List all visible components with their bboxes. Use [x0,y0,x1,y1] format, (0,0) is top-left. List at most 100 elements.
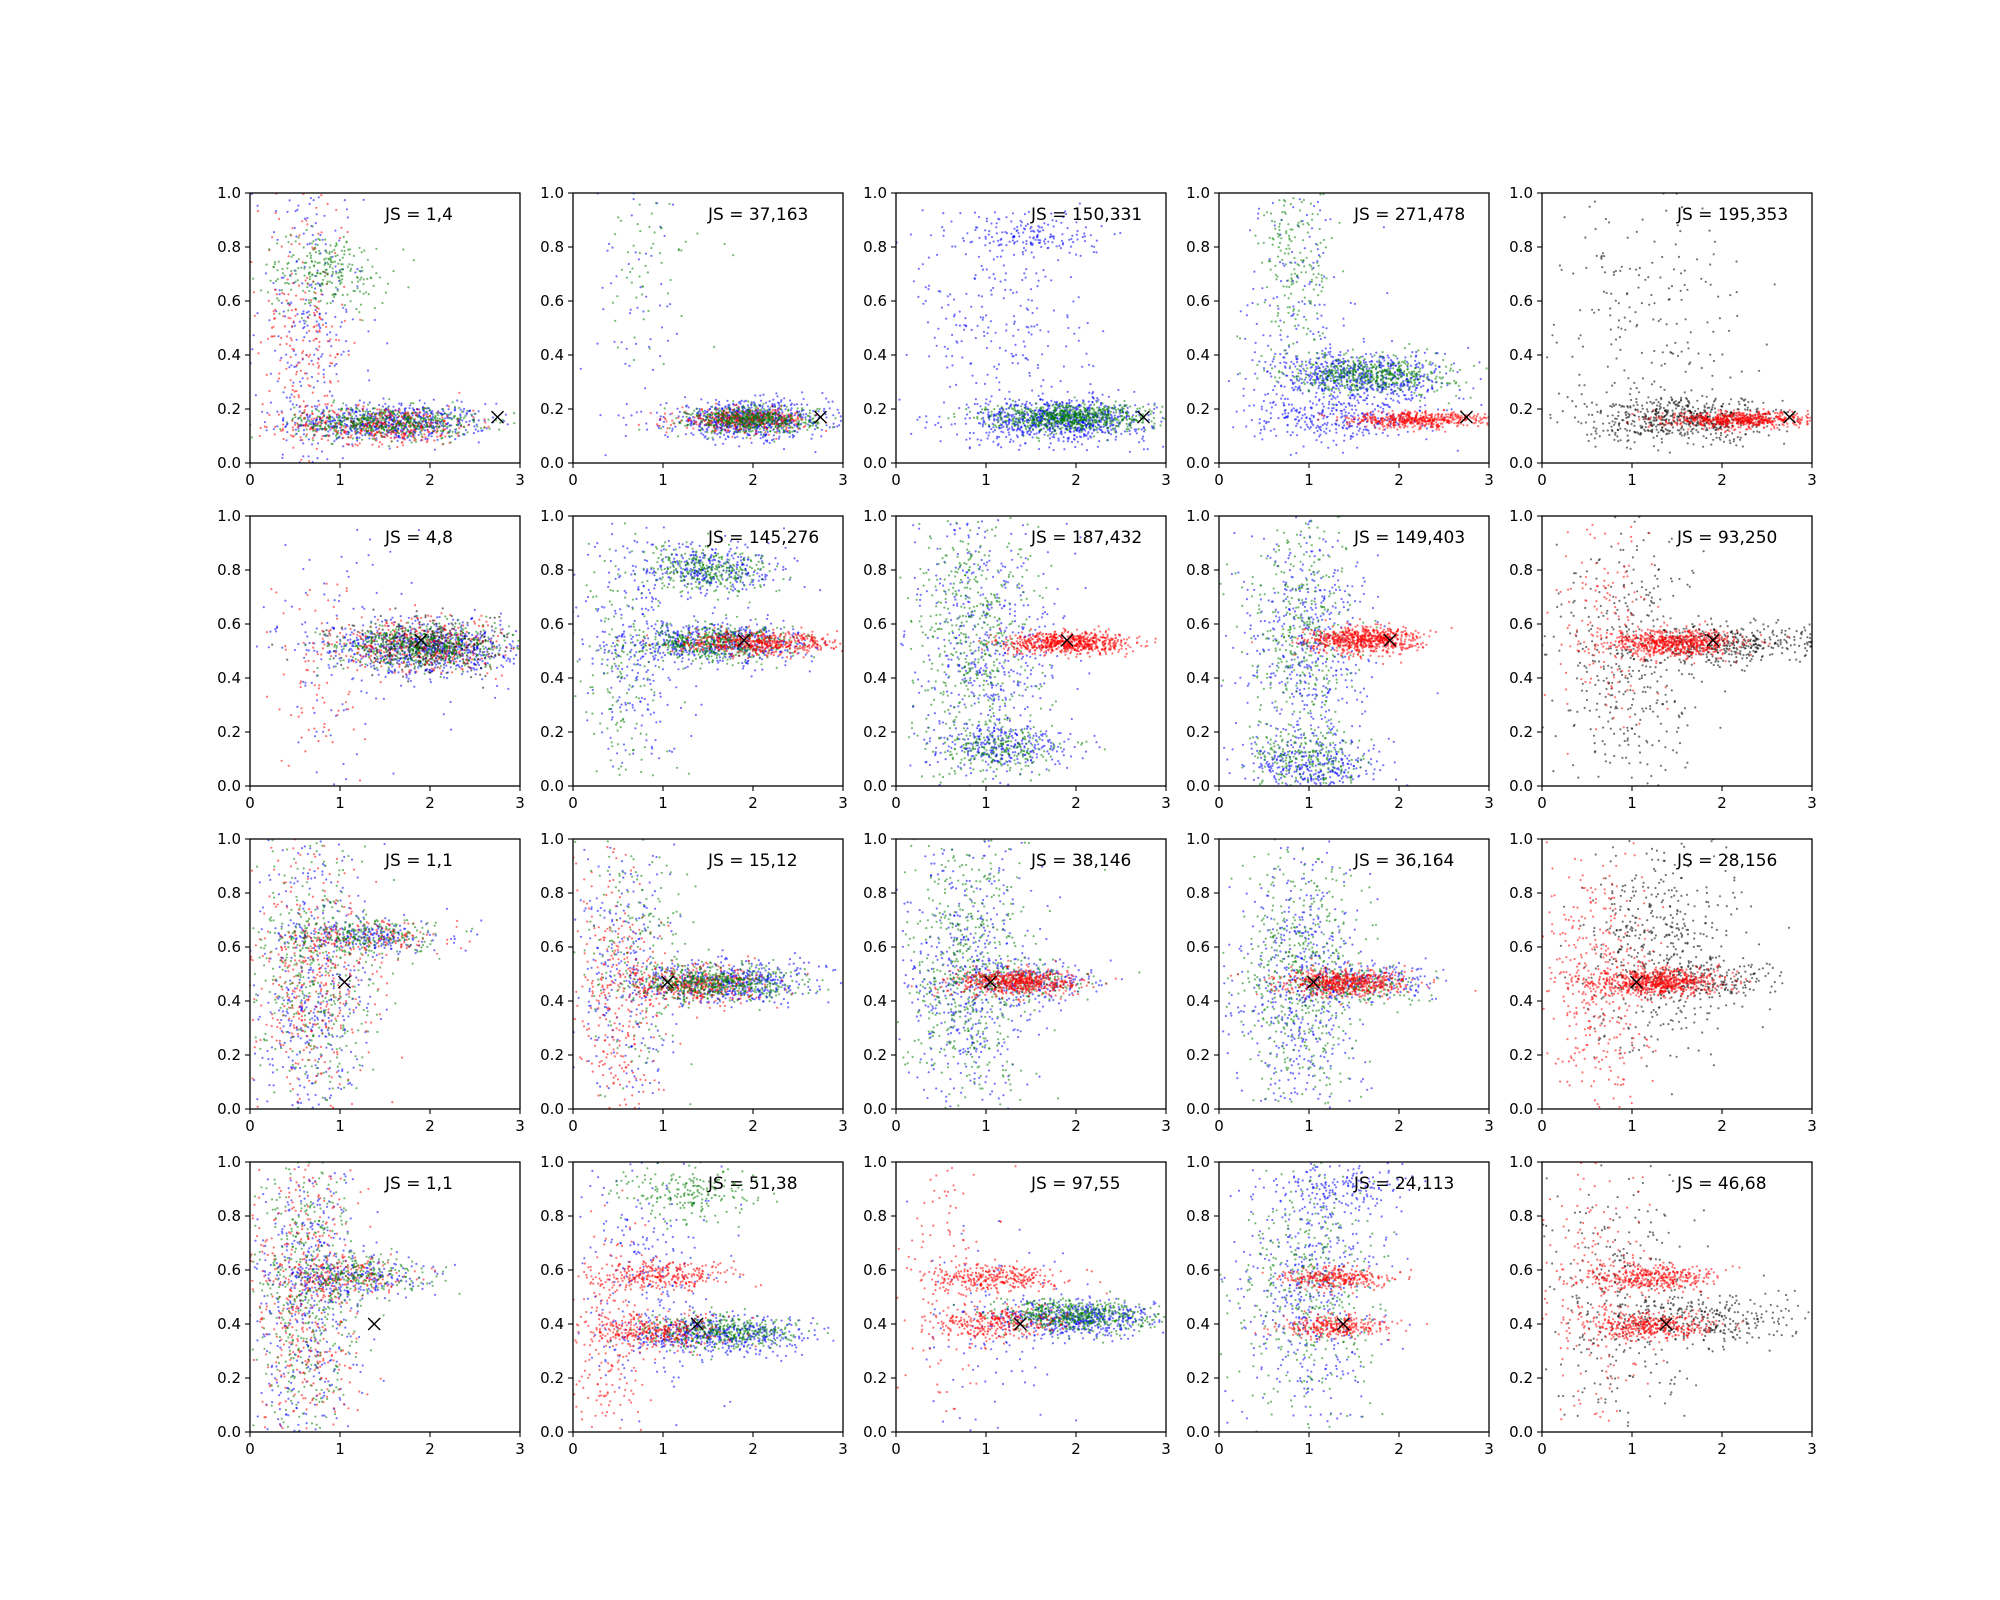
scatter-point [278,289,281,292]
scatter-point [446,404,449,407]
scatter-point [773,403,776,406]
scatter-point [968,437,972,440]
scatter-point [836,408,839,411]
scatter-point [297,429,300,433]
scatter-point [295,338,298,341]
scatter-point [307,355,310,358]
scatter-point [343,430,346,433]
scatter-point [380,435,384,439]
scatter-point [404,422,407,425]
scatter-point [926,321,930,324]
scatter-point [314,429,317,432]
scatter-point [765,433,768,436]
scatter-point [338,415,342,418]
scatter-point [1002,431,1005,434]
scatter-point [714,412,717,416]
scatter-point [990,293,993,296]
scatter-point [1025,307,1028,310]
scatter-point [286,361,289,364]
scatter-point [398,423,401,426]
scatter-point [360,266,363,269]
scatter-point [324,312,328,315]
scatter-point [721,407,724,410]
scatter-point [309,301,312,304]
scatter-point [946,366,949,369]
scatter-point [736,431,740,434]
scatter-point [751,429,754,432]
scatter-point [306,377,309,380]
scatter-point [1038,447,1041,451]
scatter-point [744,428,747,431]
scatter-point [937,289,941,293]
scatter-point [1008,240,1011,243]
scatter-point [331,267,334,270]
scatter-point [388,398,391,401]
scatter-point [317,399,320,402]
scatter-point [315,337,318,340]
scatter-point [381,443,384,446]
scatter-point [747,423,751,427]
scatter-point [335,362,338,366]
scatter-point [312,248,315,251]
scatter-point [458,427,461,430]
scatter-point [1008,427,1011,430]
scatter-point [328,409,331,412]
scatter-point [355,414,358,418]
scatter-point [329,256,332,259]
scatter-point [951,333,954,336]
scatter-point [790,421,793,424]
x-tick-label: 2 [748,471,758,489]
scatter-point [988,418,991,421]
scatter-point [309,254,313,257]
scatter-point [943,345,946,348]
scatter-point [316,362,319,365]
scatter-point [684,240,687,243]
scatter-point [727,404,730,407]
scatter-point [782,428,785,431]
scatter-point [975,381,978,385]
scatter-point [676,407,679,410]
scatter-point [386,342,389,345]
scatter-point [732,254,735,257]
scatter-point [283,274,286,277]
scatter-point [335,373,338,376]
x-tick-label: 3 [515,471,525,489]
scatter-point [268,319,271,322]
scatter-point [1019,444,1022,447]
scatter-point [979,422,982,425]
scatter-point [295,235,298,238]
scatter-point [800,403,803,406]
scatter-point [257,352,260,355]
scatter-point [363,425,366,428]
scatter-point [294,428,297,431]
scatter-point [660,326,664,329]
scatter-point [601,286,604,289]
scatter-point [671,419,674,422]
scatter-point [784,408,787,411]
scatter-point [1077,296,1080,299]
scatter-point [410,417,413,420]
scatter-point [1076,440,1079,443]
scatter-point [693,409,696,412]
scatter-point [1090,436,1093,439]
scatter-point [710,431,713,435]
scatter-point [323,394,326,398]
scatter-point [308,278,311,281]
scatter-point [404,407,407,410]
scatter-point [339,279,342,282]
scatter-point [700,419,703,422]
scatter-point [303,267,306,270]
scatter-point [760,408,763,412]
scatter-point [1013,320,1016,323]
scatter-point [718,418,721,421]
scatter-point [287,309,290,312]
scatter-point [425,424,429,427]
scatter-point [365,408,369,411]
scatter-point [323,214,326,217]
scatter-point [349,412,352,415]
scatter-point [700,398,703,401]
scatter-point [637,258,641,261]
scatter-point [418,421,421,424]
scatter-point [1046,402,1049,405]
scatter-point [325,268,328,271]
